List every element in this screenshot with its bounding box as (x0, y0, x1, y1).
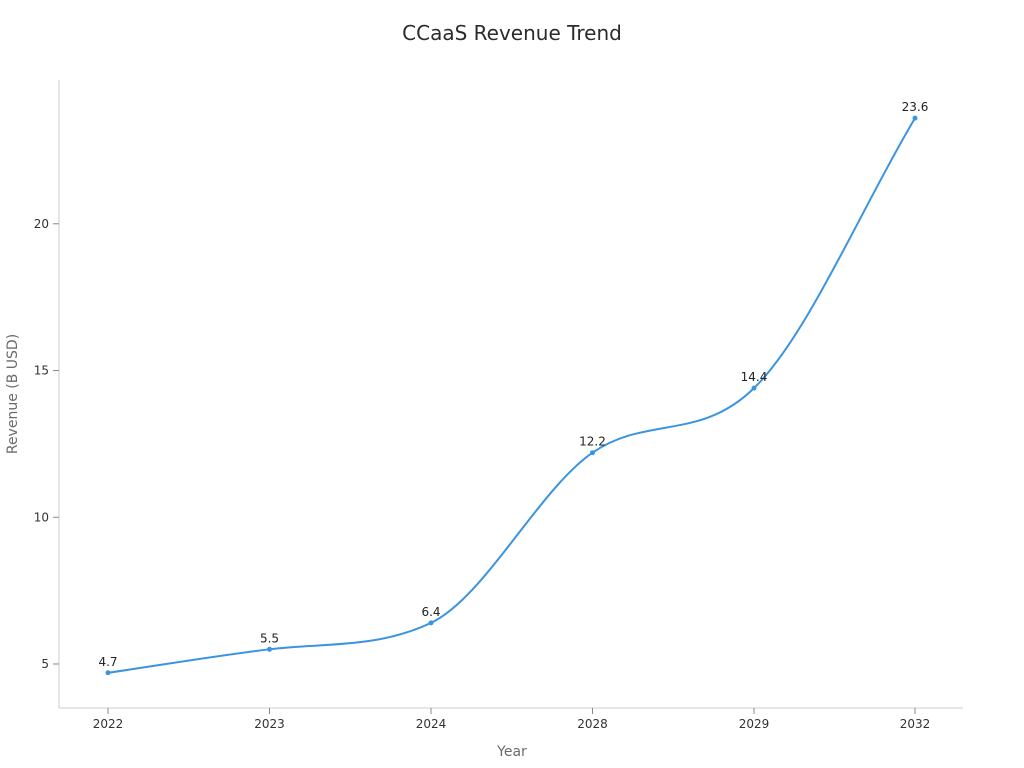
y-ticks: 5 10 15 20 (34, 217, 59, 671)
data-point-2029 (751, 385, 757, 391)
x-tick-label: 2024 (416, 717, 447, 731)
data-label-2028: 12.2 (579, 435, 606, 449)
data-label-2022: 4.7 (98, 655, 117, 669)
data-label-2032: 23.6 (902, 100, 929, 114)
data-label-2029: 14.4 (741, 370, 768, 384)
data-label-2024: 6.4 (421, 605, 440, 619)
data-label-2023: 5.5 (260, 631, 279, 645)
data-point-2022 (105, 670, 111, 676)
chart-title: CCaaS Revenue Trend (402, 21, 622, 45)
data-point-2028 (590, 450, 595, 456)
y-axis-label: Revenue (B USD) (5, 334, 21, 454)
series-line (107, 117, 916, 674)
x-tick-label: 2029 (739, 717, 770, 731)
y-tick-label: 10 (34, 510, 49, 524)
axes (58, 80, 963, 709)
data-point-2023 (267, 646, 272, 652)
x-ticks: 2022 2023 2024 2028 2029 2032 (93, 708, 931, 731)
y-tick-label: 20 (34, 217, 49, 231)
x-tick-label: 2028 (577, 717, 608, 731)
x-tick-label: 2032 (900, 717, 931, 731)
y-tick-label: 5 (41, 657, 49, 671)
data-markers (105, 115, 918, 676)
data-point-2032 (912, 115, 918, 121)
x-axis-label: Year (496, 744, 527, 760)
y-tick-label: 15 (34, 364, 49, 378)
data-point-2024 (428, 620, 434, 626)
x-tick-label: 2022 (93, 717, 124, 731)
data-labels: 4.7 5.5 6.4 12.2 14.4 23.6 (98, 100, 928, 669)
x-tick-label: 2023 (254, 717, 285, 731)
